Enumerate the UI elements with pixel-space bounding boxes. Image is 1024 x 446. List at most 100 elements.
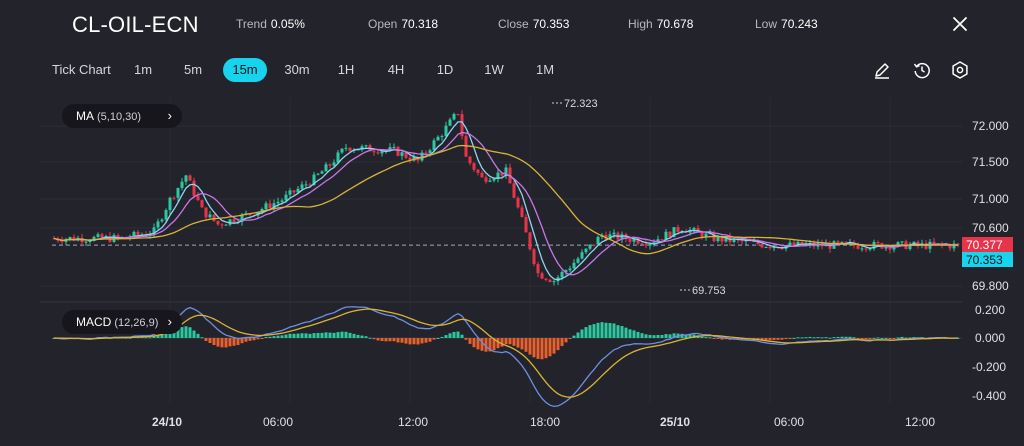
candle-body	[96, 234, 100, 237]
candle-body	[884, 246, 888, 249]
candle-body	[844, 241, 848, 243]
macd-histogram-bar	[344, 331, 348, 338]
tab-15m[interactable]: 15m	[223, 58, 267, 82]
current-price-tag-red	[962, 237, 1013, 252]
pencil-icon[interactable]	[872, 60, 892, 80]
macd-histogram-bar	[208, 338, 212, 344]
candle-body	[932, 241, 936, 244]
macd-histogram-bar	[656, 334, 660, 338]
macd-histogram-bar	[156, 335, 160, 338]
candle-body	[584, 248, 588, 253]
macd-histogram-bar	[500, 338, 504, 347]
tab-4h[interactable]: 4H	[387, 62, 405, 77]
candle-body	[524, 217, 528, 233]
macd-histogram-bar	[164, 332, 168, 338]
candle-body	[304, 184, 308, 186]
macd-histogram-bar	[392, 338, 396, 342]
macd-histogram-bar	[320, 332, 324, 338]
macd-histogram-bar	[232, 338, 236, 346]
candle-body	[540, 273, 544, 279]
macd-histogram-bar	[336, 332, 340, 338]
candle-body	[288, 190, 292, 195]
tab-5m[interactable]: 5m	[183, 62, 203, 77]
macd-histogram-bar	[576, 332, 580, 338]
candle-body	[720, 236, 724, 242]
macd-indicator-pill[interactable]: MACD (12,26,9) ›	[62, 310, 182, 334]
tab-30m[interactable]: 30m	[284, 62, 310, 77]
tick-chart-tab[interactable]: Tick Chart	[52, 62, 111, 77]
macd-histogram-bar	[864, 338, 868, 339]
macd-histogram-bar	[224, 338, 228, 348]
candle-body	[116, 235, 120, 238]
macd-histogram-bar	[380, 338, 384, 342]
candle-body	[644, 244, 648, 246]
macd-histogram-bar	[844, 336, 848, 338]
candle-body	[892, 246, 896, 250]
candle-body	[704, 233, 708, 238]
candle-body	[296, 188, 300, 193]
macd-histogram-bar	[292, 333, 296, 338]
macd-histogram-bar	[836, 336, 840, 338]
macd-histogram-bar	[708, 337, 712, 339]
macd-histogram-bar	[504, 338, 508, 345]
tab-1mo[interactable]: 1M	[535, 62, 555, 77]
candle-body	[192, 180, 196, 196]
macd-histogram-bar	[348, 332, 352, 338]
candle-body	[360, 146, 364, 150]
macd-histogram-bar	[184, 326, 188, 338]
candle-body	[876, 241, 880, 244]
candle-body	[752, 240, 756, 242]
candle-body	[272, 203, 276, 209]
macd-histogram-bar	[260, 338, 264, 339]
macd-histogram-bar	[228, 338, 232, 347]
candle-body	[576, 258, 580, 263]
macd-histogram-bar	[652, 335, 656, 338]
tab-1m[interactable]: 1m	[133, 62, 153, 77]
candle-body	[176, 187, 180, 198]
candle-body	[376, 152, 380, 154]
candle-body	[204, 207, 208, 218]
tab-1d[interactable]: 1D	[436, 62, 454, 77]
candle-body	[60, 240, 64, 242]
candle-body	[924, 243, 928, 249]
ma-indicator-pill[interactable]: MA (5,10,30) ›	[62, 104, 182, 128]
macd-dif-line	[53, 306, 959, 408]
candle-body	[372, 151, 376, 153]
macd-histogram-bar	[848, 336, 852, 338]
macd-histogram-bar	[584, 327, 588, 338]
macd-histogram-bar	[528, 338, 532, 355]
current-price-red: 70.377	[966, 238, 1003, 252]
candle-body	[596, 236, 600, 245]
candle-body	[472, 163, 476, 170]
candle-body	[580, 252, 584, 259]
tab-1w[interactable]: 1W	[484, 62, 504, 77]
candle-body	[764, 247, 768, 249]
candle-body	[388, 147, 392, 151]
macd-histogram-bar	[236, 338, 240, 346]
candle-body	[404, 152, 408, 158]
macd-histogram-bar	[252, 338, 256, 341]
candle-body	[440, 136, 444, 138]
macd-histogram-bar	[396, 338, 400, 343]
macd-panel	[52, 306, 960, 408]
macd-histogram-bar	[264, 336, 268, 338]
timeframe-bar: Tick Chart 1m 5m 15m 30m 1H 4H 1D 1W 1M	[0, 58, 1024, 84]
macd-histogram-bar	[664, 334, 668, 338]
settings-icon[interactable]	[950, 60, 970, 80]
candle-body	[420, 152, 424, 161]
macd-histogram-bar	[424, 338, 428, 343]
close-icon[interactable]	[950, 14, 970, 34]
candle-body	[788, 242, 792, 246]
tab-1h[interactable]: 1H	[337, 62, 355, 77]
macd-histogram-bar	[896, 337, 900, 339]
macd-histogram-bar	[268, 336, 272, 338]
candle-body	[216, 220, 220, 225]
candle-body	[856, 245, 860, 249]
macd-histogram-bar	[804, 337, 808, 339]
price-tick: 70.600	[972, 221, 1009, 235]
candle-body	[664, 231, 668, 240]
macd-histogram-bar	[616, 325, 620, 338]
clock-reset-icon[interactable]	[912, 60, 932, 80]
macd-histogram-bar	[172, 329, 176, 338]
